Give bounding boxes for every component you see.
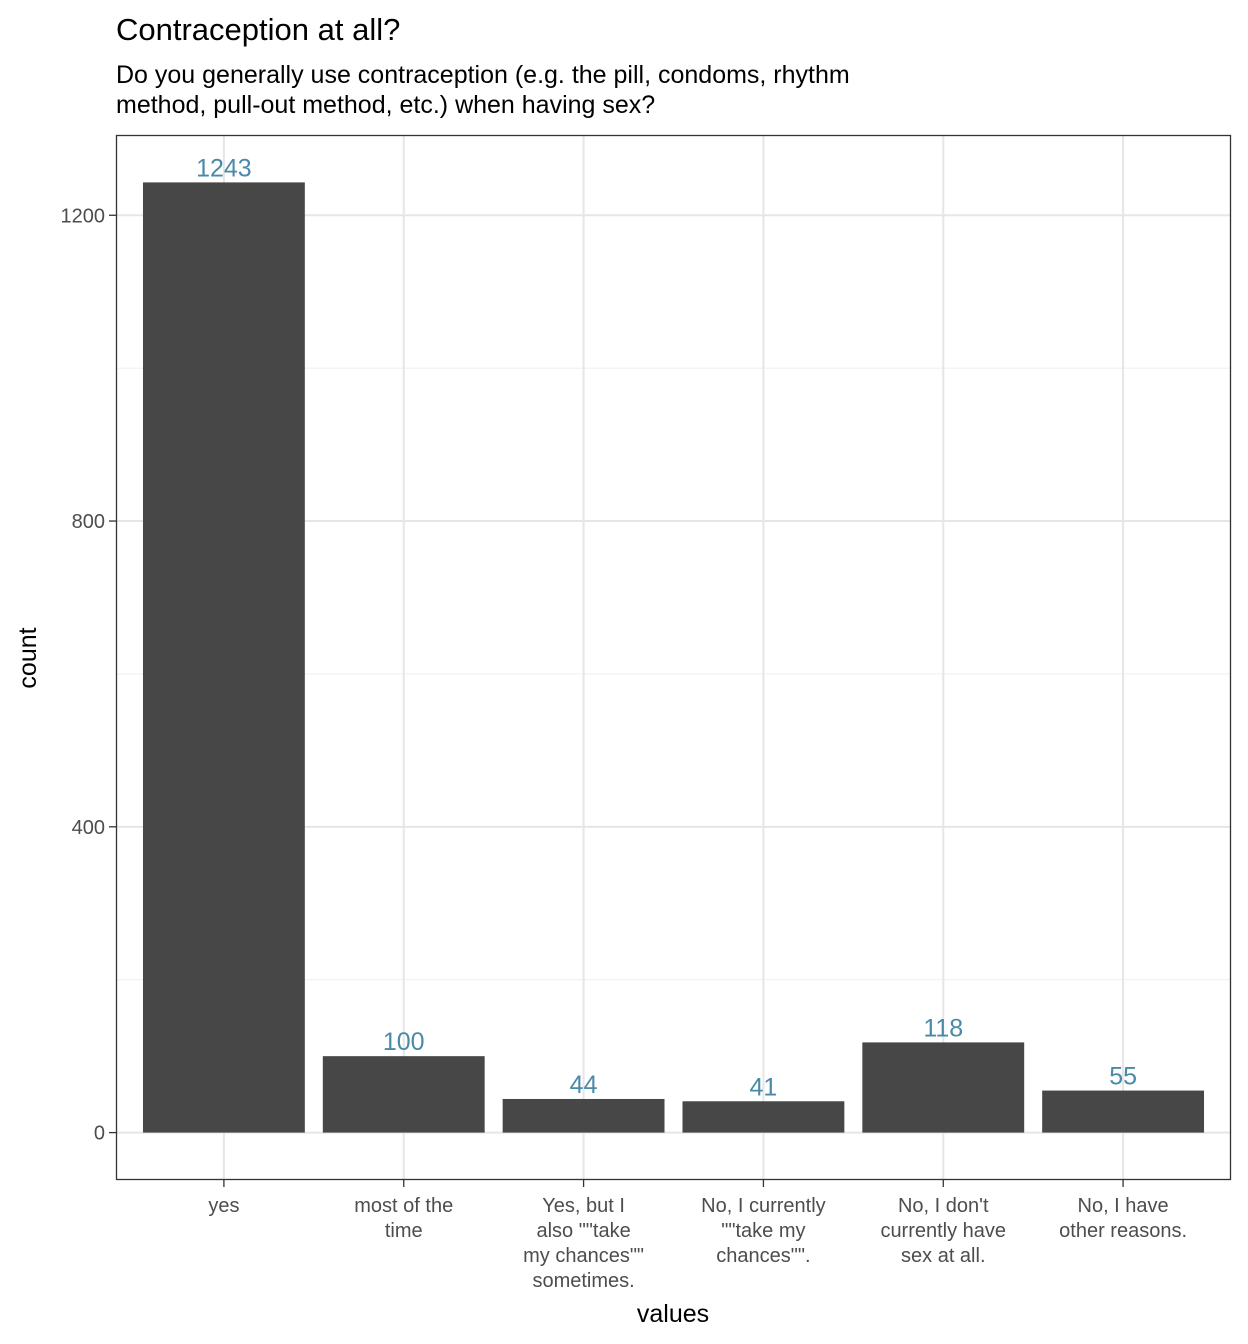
- x-tick-label-line: sex at all.: [901, 1245, 985, 1267]
- y-tick-label: 1200: [61, 205, 106, 227]
- x-tick-label: most of the time: [354, 1195, 453, 1242]
- bar: [1042, 1090, 1205, 1133]
- x-tick-label-line: Yes, but I: [542, 1195, 625, 1217]
- x-tick-label-line: No, I currently: [701, 1195, 825, 1217]
- data-label: 44: [570, 1071, 598, 1099]
- data-label: 41: [750, 1073, 778, 1101]
- x-tick-label: yes: [208, 1195, 239, 1217]
- x-tick-label: No, I don't currently have sex at all.: [880, 1195, 1006, 1267]
- y-axis: 0 400 800 1200: [61, 205, 116, 1145]
- x-tick-label-line: other reasons.: [1059, 1220, 1187, 1242]
- x-tick-label-line: sometimes.: [532, 1270, 634, 1292]
- x-tick-label-line: No, I have: [1078, 1195, 1169, 1217]
- chart-title: Contraception at all?: [116, 12, 400, 47]
- x-tick-label-line: No, I don't: [898, 1195, 989, 1217]
- bar: [502, 1098, 665, 1133]
- x-tick-label: No, I have other reasons.: [1059, 1195, 1187, 1242]
- y-tick-label: 0: [94, 1123, 105, 1145]
- x-tick-label-line: time: [385, 1220, 423, 1242]
- data-label: 118: [923, 1014, 963, 1042]
- x-tick-label-line: most of the: [354, 1195, 453, 1217]
- data-label: 1243: [196, 154, 252, 182]
- x-axis: yes most of the time Yes, but I also ""take m…: [208, 1180, 1187, 1292]
- bars: [142, 182, 1205, 1133]
- y-tick-label: 800: [72, 511, 105, 533]
- x-tick-label-line: currently have: [880, 1220, 1006, 1242]
- bar: [682, 1101, 845, 1133]
- bar: [142, 182, 305, 1133]
- plot-panel-border: [115, 134, 1232, 1181]
- x-tick-label: No, I currently ""take my chances"".: [701, 1195, 825, 1267]
- x-axis-title: values: [637, 1300, 709, 1328]
- data-labels: 1243 100 44 41 118 55: [196, 154, 1137, 1101]
- bar: [322, 1056, 485, 1133]
- x-tick-label: Yes, but I also ""take my chances"" sometim…: [523, 1195, 644, 1292]
- x-tick-label-line: chances"".: [716, 1245, 810, 1267]
- x-tick-label-line: my chances"": [523, 1245, 644, 1267]
- chart-subtitle-line-2: method, pull-out method, etc.) when havi…: [116, 91, 655, 119]
- y-axis-title: count: [14, 627, 42, 688]
- chart-subtitle-line-1: Do you generally use contraception (e.g.…: [116, 61, 850, 89]
- y-tick-label: 400: [72, 817, 105, 839]
- x-tick-label-line: ""take my: [721, 1220, 805, 1242]
- bar: [862, 1042, 1025, 1133]
- x-tick-label-line: also ""take: [536, 1220, 630, 1242]
- x-tick-label-line: yes: [208, 1195, 239, 1217]
- data-label: 55: [1109, 1063, 1137, 1091]
- data-label: 100: [383, 1028, 425, 1056]
